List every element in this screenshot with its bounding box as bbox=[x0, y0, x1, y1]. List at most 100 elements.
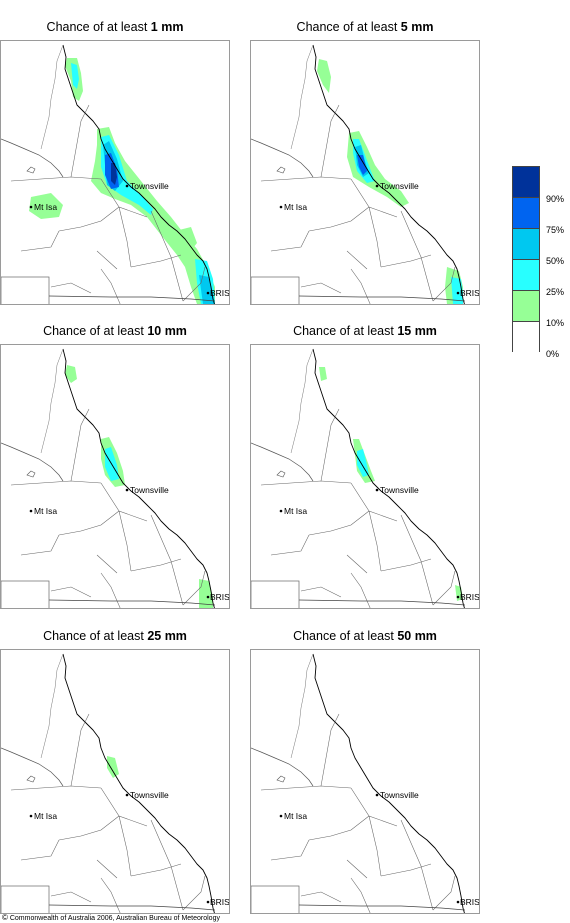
region-boundary bbox=[96, 554, 118, 574]
townsville-dot bbox=[375, 488, 379, 492]
townsville-dot bbox=[125, 184, 129, 188]
gulf-coast bbox=[1, 747, 64, 787]
region-boundary bbox=[150, 819, 184, 911]
panel-title: Chance of at least 1 mm bbox=[46, 20, 184, 34]
region-boundary bbox=[100, 787, 148, 827]
region-boundary bbox=[350, 178, 398, 218]
town-markers: Townsville Mt Isa BRIS bbox=[279, 181, 480, 298]
region-boundary bbox=[182, 570, 206, 606]
coastline bbox=[312, 653, 465, 913]
rain-probability-areas bbox=[107, 756, 119, 778]
rain-area bbox=[319, 367, 327, 381]
island bbox=[276, 166, 286, 174]
townsville-label: Townsville bbox=[130, 485, 169, 495]
town-markers: Townsville Mt Isa BRIS bbox=[29, 485, 229, 602]
region-boundary bbox=[308, 815, 370, 841]
mt-isa-label: Mt Isa bbox=[284, 506, 307, 516]
region-boundaries bbox=[10, 104, 206, 304]
legend-box-75 bbox=[512, 197, 540, 228]
region-boundary bbox=[182, 875, 206, 911]
legend-label-10: 10% bbox=[546, 318, 565, 328]
region-boundary bbox=[350, 572, 371, 608]
region-boundary bbox=[320, 408, 340, 482]
region-boundary bbox=[150, 514, 184, 606]
townsville-dot bbox=[125, 488, 129, 492]
region-boundary bbox=[50, 282, 92, 294]
probability-legend: 90% 75% 50% 25% 10% 0% bbox=[512, 166, 564, 359]
mt-isa-label: Mt Isa bbox=[34, 506, 57, 516]
rain-area bbox=[357, 155, 367, 175]
region-boundary bbox=[100, 877, 121, 913]
coastline bbox=[62, 348, 215, 608]
region-boundaries bbox=[10, 408, 206, 608]
rain-area bbox=[199, 275, 215, 304]
inset-box bbox=[251, 885, 300, 913]
region-boundary bbox=[400, 210, 434, 302]
region-boundary bbox=[96, 859, 118, 879]
legend-box-25 bbox=[512, 259, 540, 290]
peninsula-west bbox=[290, 348, 314, 454]
state-border bbox=[298, 295, 466, 302]
region-boundary bbox=[10, 176, 102, 182]
inset-box bbox=[1, 885, 50, 913]
region-boundary bbox=[350, 877, 371, 913]
region-boundary bbox=[320, 713, 340, 787]
brisbane-dot bbox=[206, 291, 210, 295]
coastline bbox=[312, 44, 465, 304]
rain-area bbox=[317, 59, 331, 93]
rain-chance-map: Townsville Mt Isa BRIS bbox=[0, 40, 230, 305]
inset-box bbox=[251, 276, 300, 304]
gulf-coast bbox=[1, 138, 64, 178]
region-boundary bbox=[118, 510, 132, 572]
copyright-footer: © Commonwealth of Australia 2006, Austra… bbox=[2, 913, 220, 922]
inset-box bbox=[1, 276, 50, 304]
region-boundary bbox=[50, 891, 92, 903]
gulf-coast bbox=[251, 442, 314, 482]
region-boundary bbox=[350, 482, 398, 522]
state-border bbox=[48, 599, 216, 606]
rain-area bbox=[65, 365, 77, 383]
island bbox=[26, 470, 36, 478]
inset-box bbox=[251, 580, 300, 608]
townsville-label: Townsville bbox=[130, 181, 169, 191]
region-boundary bbox=[20, 839, 60, 861]
region-boundary bbox=[260, 480, 352, 486]
brisbane-label: BRIS bbox=[460, 897, 480, 907]
copyright-text: Commonwealth of Australia 2006, Australi… bbox=[7, 915, 220, 922]
mt-isa-label: Mt Isa bbox=[284, 202, 307, 212]
region-boundary bbox=[346, 250, 368, 270]
region-boundary bbox=[70, 408, 90, 482]
region-boundary bbox=[100, 572, 121, 608]
coastline bbox=[62, 44, 215, 304]
legend-box-10 bbox=[512, 290, 540, 321]
island bbox=[276, 470, 286, 478]
region-boundary bbox=[300, 282, 342, 294]
mt-isa-dot bbox=[279, 814, 283, 818]
town-markers: Townsville Mt Isa BRIS bbox=[279, 485, 479, 602]
region-boundaries bbox=[260, 104, 456, 304]
region-boundary bbox=[150, 210, 184, 302]
region-boundary bbox=[308, 510, 370, 536]
brisbane-dot bbox=[206, 595, 210, 599]
townsville-dot bbox=[375, 184, 379, 188]
mt-isa-label: Mt Isa bbox=[34, 811, 57, 821]
region-boundary bbox=[270, 230, 310, 252]
region-boundary bbox=[368, 815, 382, 877]
state-border bbox=[48, 295, 216, 302]
region-boundary bbox=[300, 891, 342, 903]
region-boundary bbox=[346, 554, 368, 574]
legend-label-90: 90% bbox=[546, 194, 565, 204]
mt-isa-dot bbox=[279, 509, 283, 513]
legend-label-50: 50% bbox=[546, 256, 565, 266]
townsville-dot bbox=[125, 793, 129, 797]
rain-chance-map: Townsville Mt Isa BRIS bbox=[0, 649, 230, 914]
region-boundary bbox=[432, 266, 456, 302]
island bbox=[26, 775, 36, 783]
brisbane-label: BRIS bbox=[210, 288, 230, 298]
region-boundary bbox=[320, 104, 340, 178]
legend-box-0 bbox=[512, 321, 540, 352]
brisbane-dot bbox=[456, 291, 460, 295]
townsville-dot bbox=[375, 793, 379, 797]
rain-area bbox=[357, 449, 369, 477]
brisbane-label: BRIS bbox=[460, 288, 480, 298]
